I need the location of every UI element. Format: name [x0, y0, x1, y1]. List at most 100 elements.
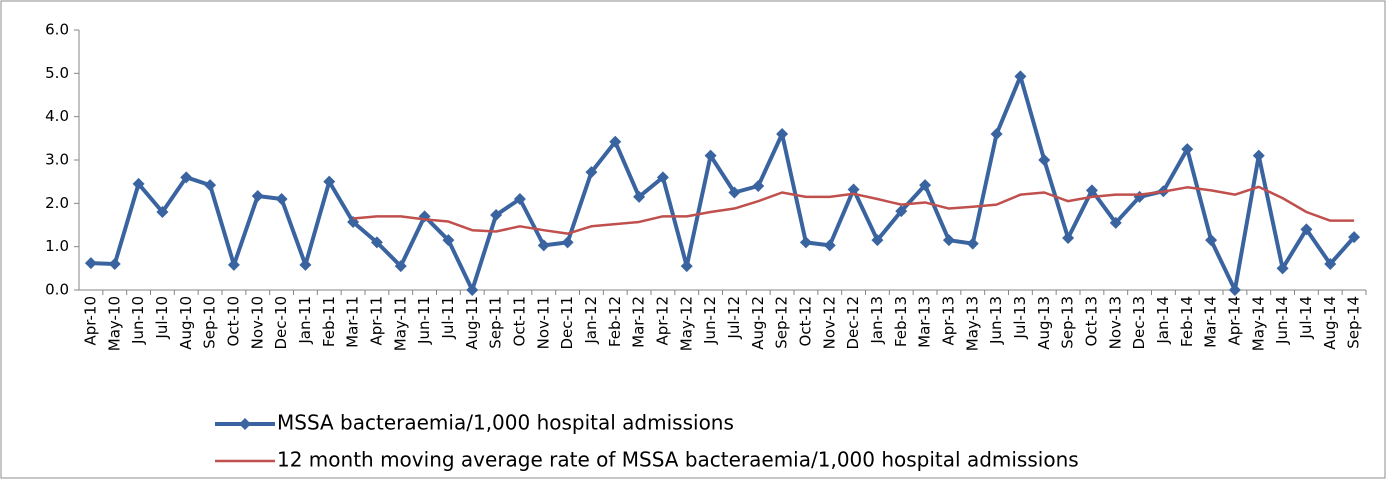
data-point — [823, 239, 836, 252]
data-point — [1228, 284, 1241, 296]
data-point — [1252, 149, 1265, 162]
x-tick-label: Aug-11 — [463, 296, 481, 350]
data-point — [942, 234, 955, 247]
data-point — [680, 260, 693, 273]
data-point — [704, 149, 717, 162]
data-point — [752, 180, 765, 192]
data-point — [776, 128, 789, 140]
x-tick-label: Apr-14 — [1225, 296, 1243, 346]
x-tick-label: Mar-11 — [344, 296, 362, 348]
legend-marker — [239, 418, 251, 430]
data-point — [1109, 216, 1122, 229]
x-tick-label: Apr-11 — [367, 296, 385, 346]
data-point — [275, 193, 288, 205]
data-point — [990, 128, 1003, 140]
data-point — [609, 135, 622, 148]
x-tick-label: Mar-12 — [630, 296, 648, 348]
data-point — [1324, 258, 1337, 270]
data-point — [299, 258, 312, 271]
data-point — [1276, 262, 1289, 275]
data-point — [728, 186, 741, 199]
x-tick-label: Sep-12 — [773, 296, 791, 349]
data-point — [1300, 223, 1313, 236]
x-tick-label: Jan-14 — [1154, 296, 1172, 345]
x-tick-label: Feb-14 — [1178, 296, 1196, 347]
x-tick-label: May-12 — [677, 296, 695, 351]
data-point — [966, 237, 979, 250]
x-tick-label: Oct-13 — [1082, 296, 1100, 346]
x-tick-label: Aug-10 — [177, 296, 195, 350]
x-tick-label: Jul-12 — [725, 296, 743, 340]
x-tick-label: May-13 — [963, 296, 981, 351]
y-tick-label: 6.0 — [45, 21, 69, 39]
data-point — [84, 257, 97, 270]
x-tick-label: Feb-13 — [892, 296, 910, 347]
x-tick-label: Sep-10 — [201, 296, 219, 349]
data-point — [132, 177, 145, 190]
data-point — [895, 205, 908, 218]
x-tick-label: Jun-13 — [987, 296, 1005, 345]
x-tick-label: Jan-13 — [868, 296, 886, 345]
x-tick-label: Aug-12 — [749, 296, 767, 350]
data-point — [1348, 231, 1361, 244]
x-tick-label: Jun-12 — [701, 296, 719, 345]
data-point — [1205, 234, 1218, 247]
data-point — [490, 209, 503, 222]
x-tick-label: Oct-12 — [796, 296, 814, 346]
x-tick-label: Jun-11 — [415, 296, 433, 345]
data-point — [513, 193, 526, 205]
x-tick-label: Sep-14 — [1345, 296, 1363, 349]
x-tick-label: Feb-12 — [606, 296, 624, 347]
x-tick-label: Jan-11 — [296, 296, 314, 345]
data-point — [251, 189, 264, 202]
data-point — [466, 284, 479, 296]
x-tick-label: Mar-14 — [1202, 296, 1220, 348]
x-tick-label: Dec-10 — [272, 296, 290, 350]
x-tick-label: Nov-11 — [534, 296, 552, 349]
data-point — [585, 166, 598, 179]
data-point — [204, 179, 217, 192]
data-point — [1181, 143, 1194, 156]
y-tick-label: 2.0 — [45, 194, 69, 212]
x-tick-label: Jul-13 — [1011, 296, 1029, 340]
x-tick-label: Sep-11 — [487, 296, 505, 349]
data-point — [1085, 184, 1098, 197]
data-point — [108, 258, 121, 270]
y-tick-label: 0.0 — [45, 281, 69, 299]
y-tick-label: 3.0 — [45, 151, 69, 169]
legend-label: 12 month moving average rate of MSSA bac… — [277, 448, 1079, 472]
x-tick-label: Apr-10 — [81, 296, 99, 346]
x-tick-label: Oct-10 — [224, 296, 242, 346]
y-tick-label: 5.0 — [45, 64, 69, 82]
data-point — [370, 236, 383, 249]
x-tick-label: Aug-14 — [1321, 296, 1339, 350]
x-tick-label: Nov-12 — [820, 296, 838, 349]
data-point — [799, 236, 812, 249]
data-point — [1014, 70, 1027, 83]
x-tick-label: Nov-13 — [1106, 296, 1124, 349]
data-point — [1062, 232, 1075, 244]
x-tick-label: Apr-12 — [653, 296, 671, 346]
data-point — [656, 171, 669, 184]
series-line — [352, 185, 1355, 235]
x-tick-label: Jun-14 — [1273, 296, 1291, 345]
x-tick-label: Sep-13 — [1059, 296, 1077, 349]
x-tick-label: Jun-10 — [129, 296, 147, 345]
x-tick-label: Dec-11 — [558, 296, 576, 350]
x-tick-label: May-10 — [105, 296, 123, 351]
x-tick-label: Jul-14 — [1297, 296, 1315, 340]
x-tick-label: May-14 — [1249, 296, 1267, 351]
data-point — [847, 183, 860, 196]
x-tick-label: Jul-11 — [439, 296, 457, 340]
data-point — [394, 260, 407, 273]
x-tick-label: Apr-13 — [939, 296, 957, 346]
x-tick-label: Nov-10 — [248, 296, 266, 349]
data-point — [442, 234, 455, 247]
x-tick-label: Jul-10 — [153, 296, 171, 340]
data-point — [537, 239, 550, 252]
x-tick-label: Dec-12 — [844, 296, 862, 350]
x-tick-label: Aug-13 — [1035, 296, 1053, 350]
data-point — [323, 175, 336, 188]
data-point — [156, 206, 169, 218]
